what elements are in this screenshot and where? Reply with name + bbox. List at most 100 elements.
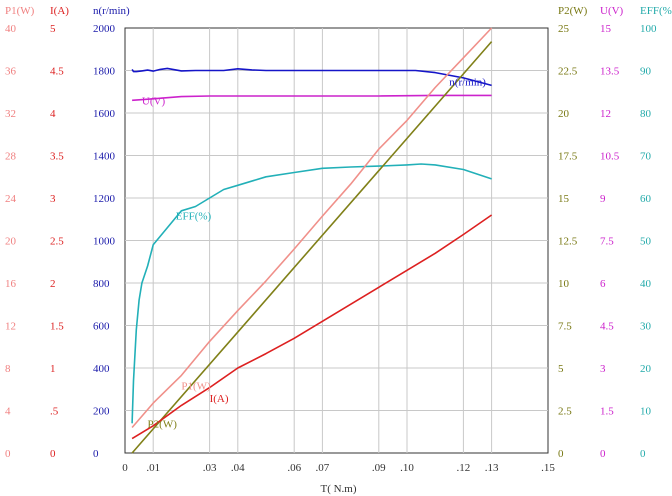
axis-tick-p1-w: 4 bbox=[5, 406, 11, 418]
series-line-u-v bbox=[132, 94, 492, 102]
axis-tick-n-r-min: 2000 bbox=[93, 23, 116, 35]
series-label-p1-w: P1(W) bbox=[181, 380, 211, 392]
x-tick-label: 0 bbox=[122, 462, 128, 474]
axis-tick-p1-w: 0 bbox=[5, 448, 11, 460]
axis-tick-p1-w: 28 bbox=[5, 151, 17, 163]
axis-tick-eff: 0 bbox=[640, 448, 646, 460]
series-label-u-v: U(V) bbox=[142, 96, 166, 108]
series-label-n-r-min: n(r/min) bbox=[449, 76, 486, 88]
axis-tick-i-a: 4.5 bbox=[50, 66, 64, 78]
series-label-p2-w: P2(W) bbox=[148, 419, 178, 431]
x-tick-label: .13 bbox=[485, 462, 499, 474]
axis-tick-u-v: 10.5 bbox=[600, 151, 620, 163]
axis-title-n-r-min: n(r/min) bbox=[93, 5, 130, 17]
axis-tick-p2-w: 7.5 bbox=[558, 321, 572, 333]
axis-tick-u-v: 9 bbox=[600, 193, 606, 205]
axis-tick-u-v: 7.5 bbox=[600, 236, 614, 248]
x-tick-label: .03 bbox=[203, 462, 217, 474]
chart-labels: n(r/min) U(V) EFF(%) P2(W) P1(W)I(A) bbox=[142, 76, 486, 430]
x-axis-label: T( N.m) bbox=[320, 483, 356, 495]
axis-tick-p2-w: 20 bbox=[558, 108, 570, 120]
axis-tick-n-r-min: 1600 bbox=[93, 108, 116, 120]
axis-tick-n-r-min: 1200 bbox=[93, 193, 116, 205]
axis-tick-p1-w: 24 bbox=[5, 193, 17, 205]
axis-tick-eff: 90 bbox=[640, 66, 652, 78]
axis-tick-i-a: .5 bbox=[50, 406, 59, 418]
axis-tick-n-r-min: 1400 bbox=[93, 151, 116, 163]
axis-tick-i-a: 0 bbox=[50, 448, 56, 460]
axis-tick-p2-w: 17.5 bbox=[558, 151, 578, 163]
axis-tick-n-r-min: 600 bbox=[93, 321, 110, 333]
axis-tick-i-a: 1.5 bbox=[50, 321, 64, 333]
series-label-i-a: I(A) bbox=[210, 393, 229, 405]
x-tick-label: .01 bbox=[146, 462, 160, 474]
axis-tick-i-a: 3 bbox=[50, 193, 56, 205]
axis-tick-n-r-min: 1000 bbox=[93, 236, 116, 248]
axis-tick-i-a: 2.5 bbox=[50, 236, 64, 248]
axis-tick-u-v: 15 bbox=[600, 23, 612, 35]
axis-tick-p1-w: 40 bbox=[5, 23, 17, 35]
x-tick-label: .09 bbox=[372, 462, 386, 474]
axis-tick-p1-w: 20 bbox=[5, 236, 17, 248]
axis-title-u-v: U(V) bbox=[600, 5, 624, 17]
axis-tick-p2-w: 22.5 bbox=[558, 66, 578, 78]
axis-tick-n-r-min: 1800 bbox=[93, 66, 116, 78]
axis-tick-i-a: 5 bbox=[50, 23, 56, 35]
chart-axes: 0 .01 .03 .04 .06 .07 .09 .10 .12 .13 .15 T( N.m) P1… bbox=[5, 5, 672, 495]
axis-tick-n-r-min: 0 bbox=[93, 448, 99, 460]
x-tick-label: .07 bbox=[316, 462, 330, 474]
axis-tick-u-v: 4.5 bbox=[600, 321, 614, 333]
axis-tick-eff: 40 bbox=[640, 278, 652, 290]
axis-tick-u-v: 13.5 bbox=[600, 66, 620, 78]
axis-tick-n-r-min: 800 bbox=[93, 278, 110, 290]
axis-title-i-a: I(A) bbox=[50, 5, 69, 17]
axis-tick-p1-w: 8 bbox=[5, 363, 11, 375]
axis-tick-u-v: 1.5 bbox=[600, 406, 614, 418]
axis-tick-u-v: 6 bbox=[600, 278, 606, 290]
axis-tick-u-v: 0 bbox=[600, 448, 606, 460]
x-tick-label: .12 bbox=[457, 462, 471, 474]
axis-tick-i-a: 3.5 bbox=[50, 151, 64, 163]
series-line-p2-w bbox=[131, 41, 493, 454]
axis-tick-p2-w: 2.5 bbox=[558, 406, 572, 418]
axis-tick-eff: 10 bbox=[640, 406, 652, 418]
axis-tick-i-a: 2 bbox=[50, 278, 56, 290]
axis-tick-p1-w: 32 bbox=[5, 108, 16, 120]
axis-tick-eff: 60 bbox=[640, 193, 652, 205]
x-tick-label: .15 bbox=[541, 462, 555, 474]
axis-tick-eff: 30 bbox=[640, 321, 652, 333]
x-tick-label: .06 bbox=[287, 462, 301, 474]
axis-title-p1-w: P1(W) bbox=[5, 5, 35, 17]
axis-tick-p1-w: 36 bbox=[5, 66, 17, 78]
series-line-i-a bbox=[131, 214, 493, 440]
axis-tick-p2-w: 0 bbox=[558, 448, 564, 460]
axis-tick-p2-w: 5 bbox=[558, 363, 564, 375]
axis-tick-u-v: 3 bbox=[600, 363, 606, 375]
series-line-p1-w bbox=[131, 27, 493, 429]
axis-tick-eff: 100 bbox=[640, 23, 657, 35]
axis-tick-i-a: 1 bbox=[50, 363, 56, 375]
axis-tick-eff: 70 bbox=[640, 151, 652, 163]
x-tick-label: .04 bbox=[231, 462, 245, 474]
chart-grid bbox=[124, 27, 549, 454]
axis-tick-eff: 80 bbox=[640, 108, 652, 120]
axis-tick-p1-w: 12 bbox=[5, 321, 16, 333]
axis-tick-p2-w: 15 bbox=[558, 193, 570, 205]
axis-tick-i-a: 4 bbox=[50, 108, 56, 120]
axis-tick-p1-w: 16 bbox=[5, 278, 17, 290]
axis-title-eff: EFF(%) bbox=[640, 5, 672, 17]
axis-tick-p2-w: 10 bbox=[558, 278, 570, 290]
axis-tick-u-v: 12 bbox=[600, 108, 611, 120]
axis-tick-eff: 20 bbox=[640, 363, 652, 375]
axis-tick-n-r-min: 200 bbox=[93, 406, 110, 418]
axis-tick-n-r-min: 400 bbox=[93, 363, 110, 375]
axis-tick-p2-w: 25 bbox=[558, 23, 570, 35]
axis-tick-eff: 50 bbox=[640, 236, 652, 248]
axis-title-p2-w: P2(W) bbox=[558, 5, 588, 17]
x-tick-label: .10 bbox=[400, 462, 414, 474]
chart-series bbox=[131, 27, 493, 454]
series-line-eff bbox=[131, 163, 492, 424]
series-label-eff: EFF(%) bbox=[176, 210, 212, 222]
axis-tick-p2-w: 12.5 bbox=[558, 236, 578, 248]
